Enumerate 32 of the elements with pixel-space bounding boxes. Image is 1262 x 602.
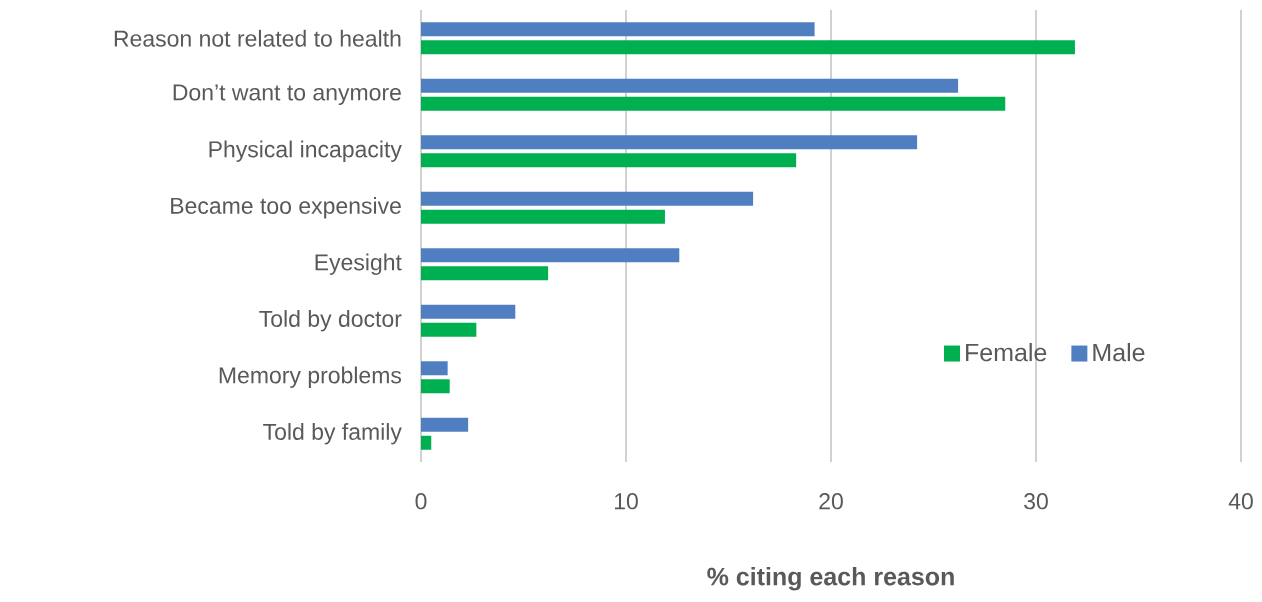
y-tick-label: Told by family: [263, 423, 402, 445]
y-tick-label: Told by doctor: [259, 310, 402, 332]
bar: [421, 209, 665, 224]
bar: [421, 322, 477, 337]
x-tick-label: 0: [415, 493, 427, 510]
x-tick-label: 20: [819, 493, 843, 510]
y-tick-label: Reason not related to health: [114, 29, 401, 47]
legend-label: Female: [966, 342, 1047, 362]
bar: [421, 96, 1006, 111]
bar: [421, 78, 959, 93]
legend-label: Male: [1093, 342, 1145, 362]
bar: [421, 435, 432, 450]
x-tick-label: 40: [1228, 493, 1253, 510]
bar: [421, 22, 815, 37]
y-tick-label: Physical incapacity: [209, 140, 402, 162]
bar: [421, 304, 516, 319]
bar: [421, 361, 448, 376]
bar: [421, 266, 549, 281]
y-tick-label: Don’t want to anymore: [173, 84, 401, 106]
bar: [421, 153, 797, 168]
bar: [421, 379, 450, 394]
bar: [421, 417, 469, 432]
y-tick-label: Became too expensive: [171, 197, 401, 219]
x-tick-label: 10: [614, 493, 638, 510]
y-tick-label: Memory problems: [219, 366, 402, 388]
bar: [421, 248, 680, 263]
bar: [421, 40, 1075, 55]
y-tick-label: Eyesight: [315, 253, 402, 275]
x-axis-title: % citing each reason: [707, 567, 954, 591]
bar: [421, 135, 918, 150]
bar: [421, 191, 754, 206]
x-tick-label: 30: [1024, 493, 1048, 510]
